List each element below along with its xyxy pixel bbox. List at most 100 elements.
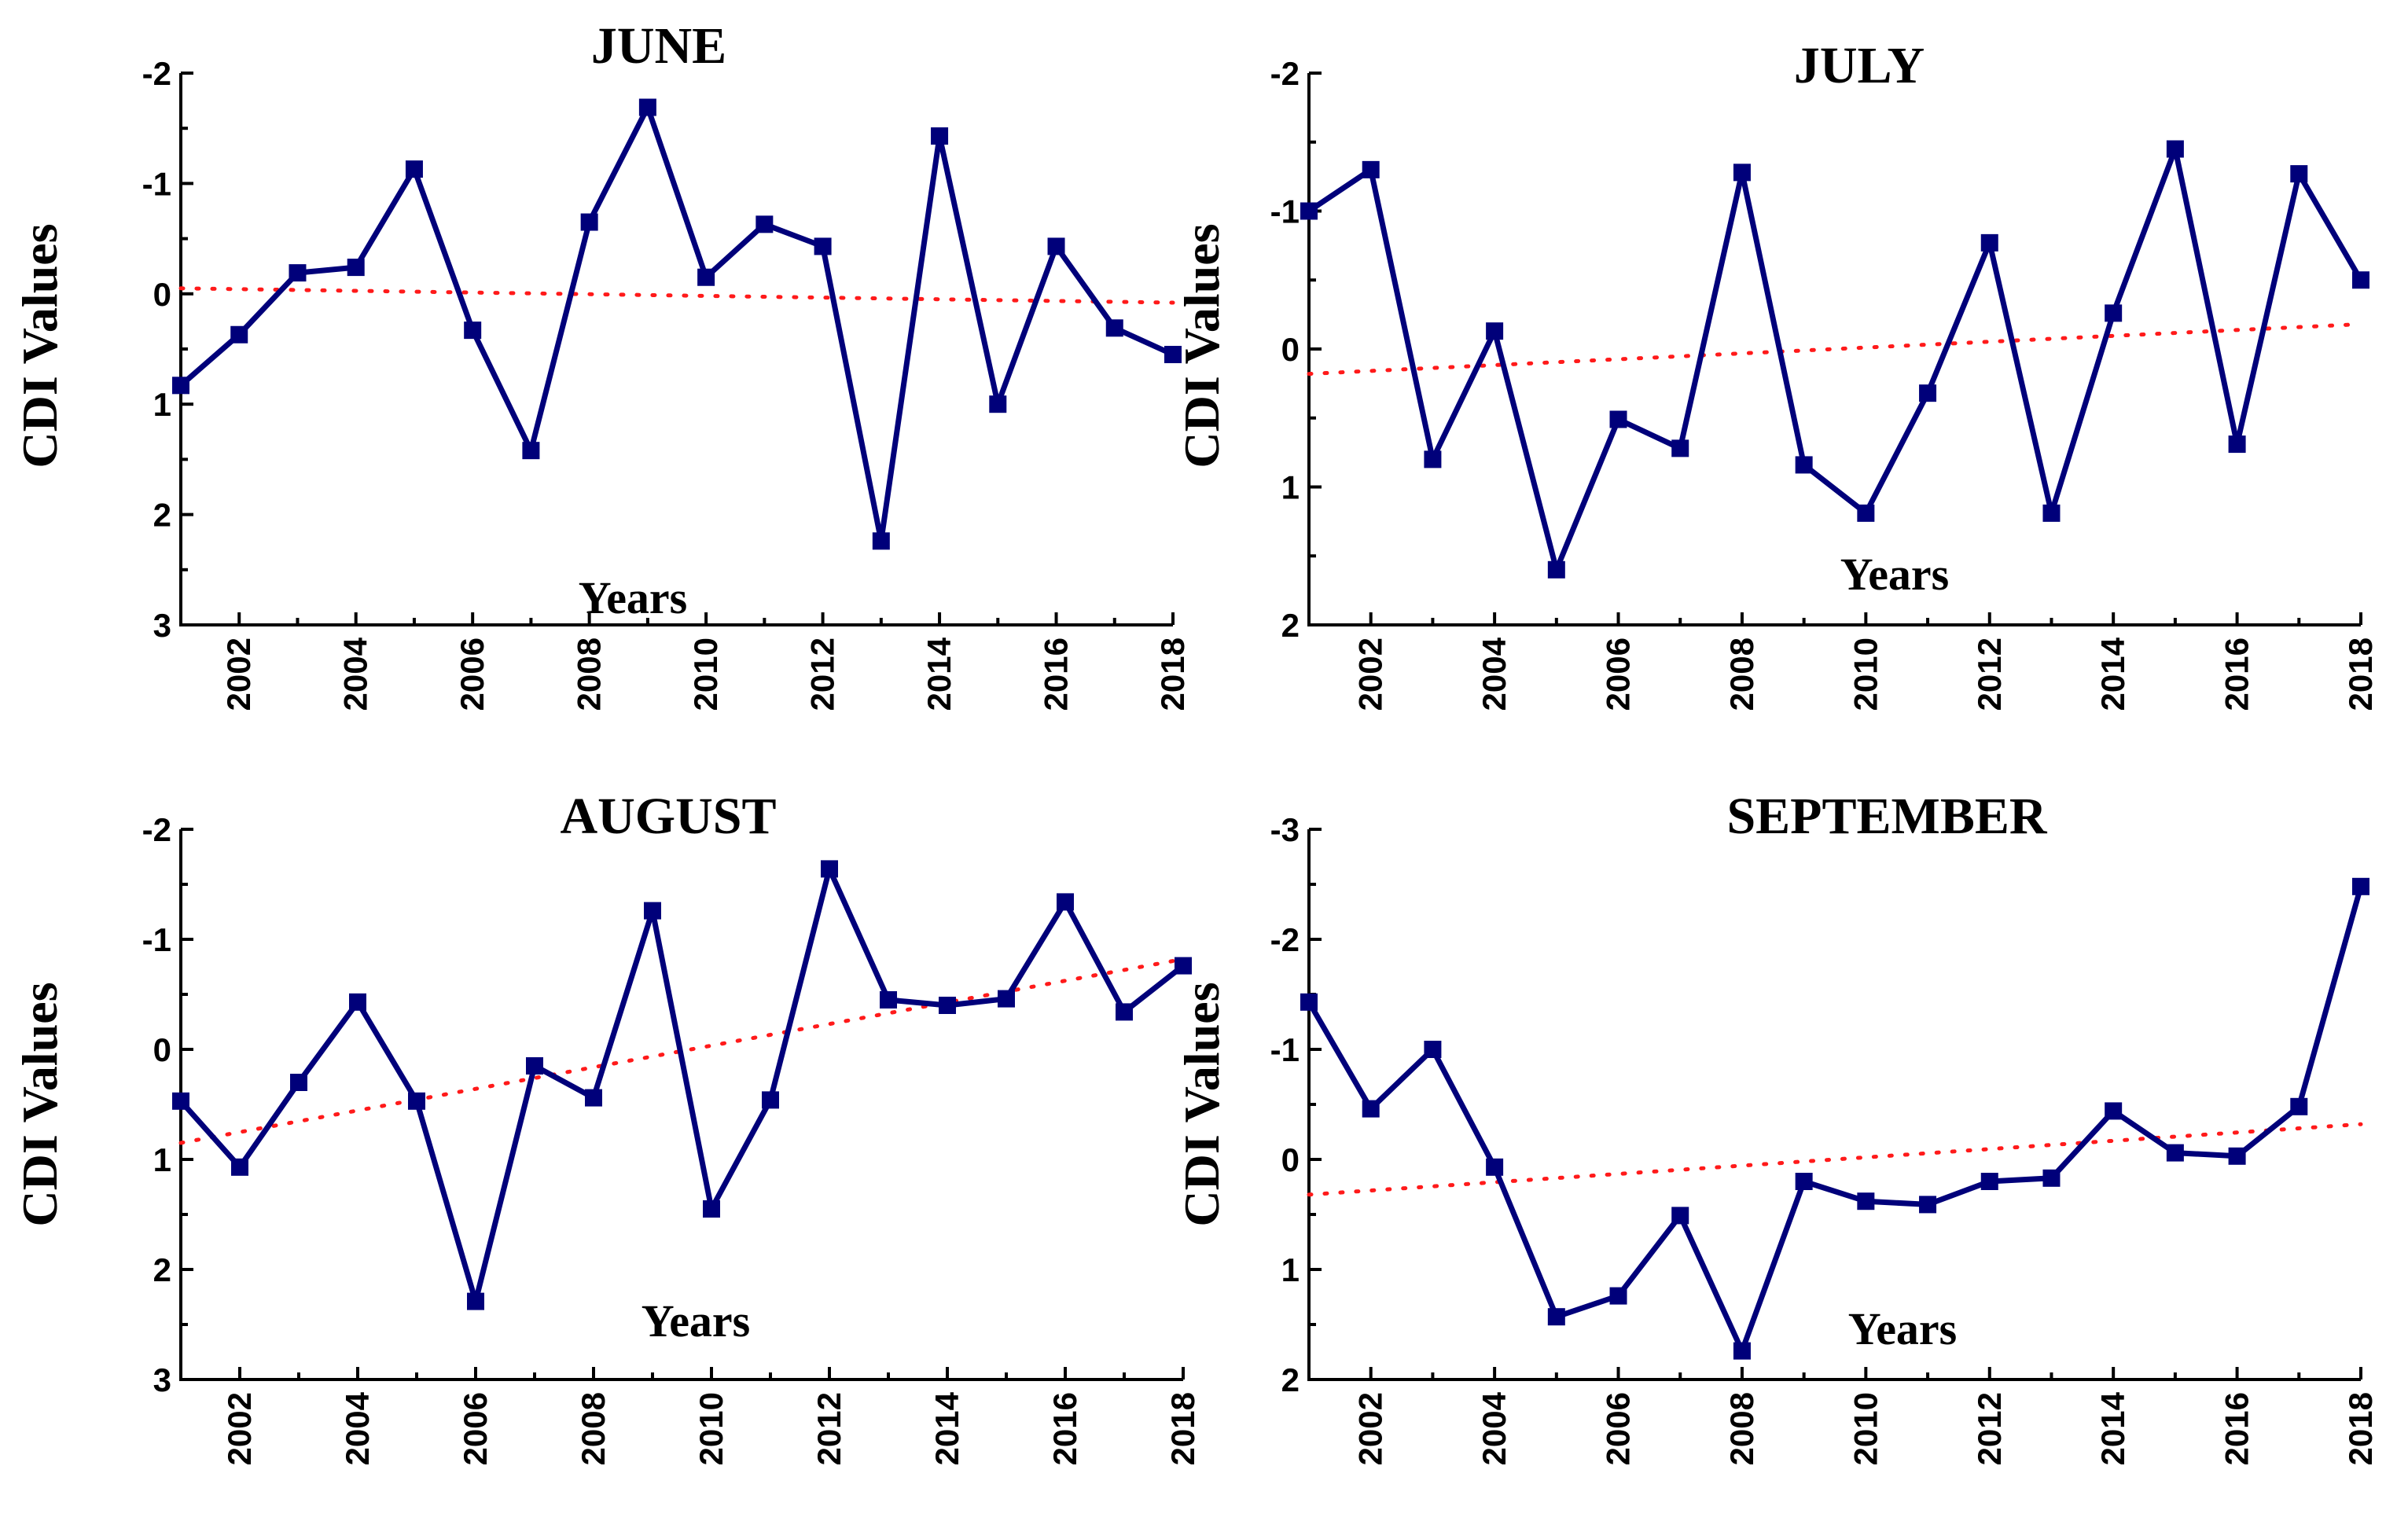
x-tick-label: 2004 [337,637,374,711]
trend-line [178,957,1186,1145]
data-point-2017 [1105,319,1123,337]
y-tick-label: 2 [1281,607,1300,644]
data-point-2004 [1486,1158,1504,1176]
x-tick-label: 2002 [1352,637,1389,711]
x-tick-label: 2006 [1600,637,1637,711]
data-point-2005 [405,160,423,178]
trend-line [1307,1122,2363,1197]
data-point-2011 [1919,1196,1937,1214]
data-point-2004 [1486,322,1504,340]
data-point-2010 [703,1200,720,1218]
y-tick-label: 3 [153,1361,171,1398]
series-line [1306,885,2364,1354]
x-axis-label: Years [642,1295,751,1346]
x-tick-label: 2004 [1476,637,1513,711]
data-point-2003 [1424,450,1442,468]
y-axis-label: CDI Values [1174,982,1230,1226]
y-tick-label: 0 [153,276,171,313]
data-point-2014 [2105,304,2123,322]
chart-panel-june: -2 -1 0 1 2 3 2002 2004 2006 2008 2010 2012 2014 2016… [12,17,1191,711]
x-tick-label: 2016 [1046,1392,1083,1465]
series-line [1307,146,2364,573]
y-tick-label: -2 [142,55,171,92]
y-tick-label: -3 [1270,811,1300,848]
data-point-2002 [1362,160,1380,178]
y-tick-label: 0 [1281,1141,1300,1178]
data-point-2016 [2228,435,2246,454]
data-point-2018 [2352,271,2369,289]
data-point-2010 [697,268,715,286]
chart-title: JUNE [591,17,726,75]
data-point-2016 [1047,237,1065,255]
data-point-2014 [931,127,949,145]
y-tick-label: -2 [1270,921,1300,958]
y-tick-label: -1 [1270,193,1300,230]
data-point-2013 [872,532,890,550]
y-tick-label: 1 [153,1141,171,1178]
axes [1307,73,2361,626]
y-axis-label: CDI Values [1174,223,1230,468]
chart-title: AUGUST [560,788,776,845]
data-point-2002 [231,1158,248,1176]
y-tick-label: 1 [1281,1251,1300,1288]
y-tick-label: 0 [153,1031,171,1068]
x-tick-label: 2008 [1723,637,1760,711]
x-axis-label: Years [1840,549,1950,600]
data-point-2006 [464,321,482,340]
y-tick-label: -1 [1270,1031,1300,1068]
y-tick-label: 2 [153,497,171,534]
y-tick-label: 1 [153,386,171,423]
chart-panel-september: -3 -2 -1 0 1 2 2002 2004 2006 2008 2010 2012 2014 201… [1174,788,2379,1465]
data-point-2018 [1164,346,1182,364]
x-tick-label: 2010 [1847,1392,1884,1465]
data-point-2015 [989,395,1007,413]
x-tick-label: 2008 [571,637,608,711]
x-tick-label: 2016 [2219,1392,2255,1465]
data-point-2003 [1424,1041,1442,1058]
data-point-2014 [939,997,956,1014]
chart-title: SEPTEMBER [1726,788,2047,845]
data-point-2015 [2166,1144,2184,1162]
data-point-2012 [1980,233,1998,252]
data-point-2004 [349,993,366,1011]
x-tick-label: 2012 [1971,637,2008,711]
chart-title: JULY [1794,37,1925,94]
data-point-2006 [467,1292,484,1310]
x-tick-label: 2018 [1154,637,1191,711]
y-tick-label: -2 [1270,55,1300,92]
y-tick-label: -2 [142,811,171,848]
data-point-2001 [172,1092,189,1110]
data-point-2012 [821,860,838,878]
data-point-2018 [1175,957,1192,975]
x-tick-label: 2014 [2094,637,2131,711]
x-tick-label: 2008 [575,1392,612,1465]
x-tick-label: 2018 [2342,1392,2379,1465]
axes [1307,829,2361,1381]
data-point-2008 [580,213,598,231]
data-point-2002 [1362,1100,1380,1118]
x-tick-label: 2010 [693,1392,730,1465]
data-point-2009 [638,98,656,116]
data-point-2017 [2290,1097,2308,1115]
y-tick-label: 1 [1281,469,1300,506]
x-tick-label: 2016 [1038,637,1075,711]
series-line [178,105,1175,544]
x-tick-label: 2012 [811,1392,847,1465]
data-point-2017 [1116,1003,1133,1021]
data-point-2012 [1980,1173,1998,1190]
x-tick-label: 2002 [1352,1392,1389,1465]
data-point-2011 [755,215,774,233]
data-point-2008 [1733,163,1751,182]
x-tick-label: 2002 [221,1392,258,1465]
data-point-2001 [1300,202,1318,220]
x-tick-label: 2006 [1600,1392,1637,1465]
x-tick-label: 2004 [1476,1391,1513,1465]
data-point-2006 [1609,1287,1627,1305]
x-tick-label: 2012 [804,637,841,711]
y-tick-label: -1 [142,921,171,958]
y-tick-label: 2 [153,1251,171,1288]
x-tick-label: 2014 [2094,1391,2131,1465]
axes [179,73,1173,626]
data-point-2008 [585,1089,602,1107]
